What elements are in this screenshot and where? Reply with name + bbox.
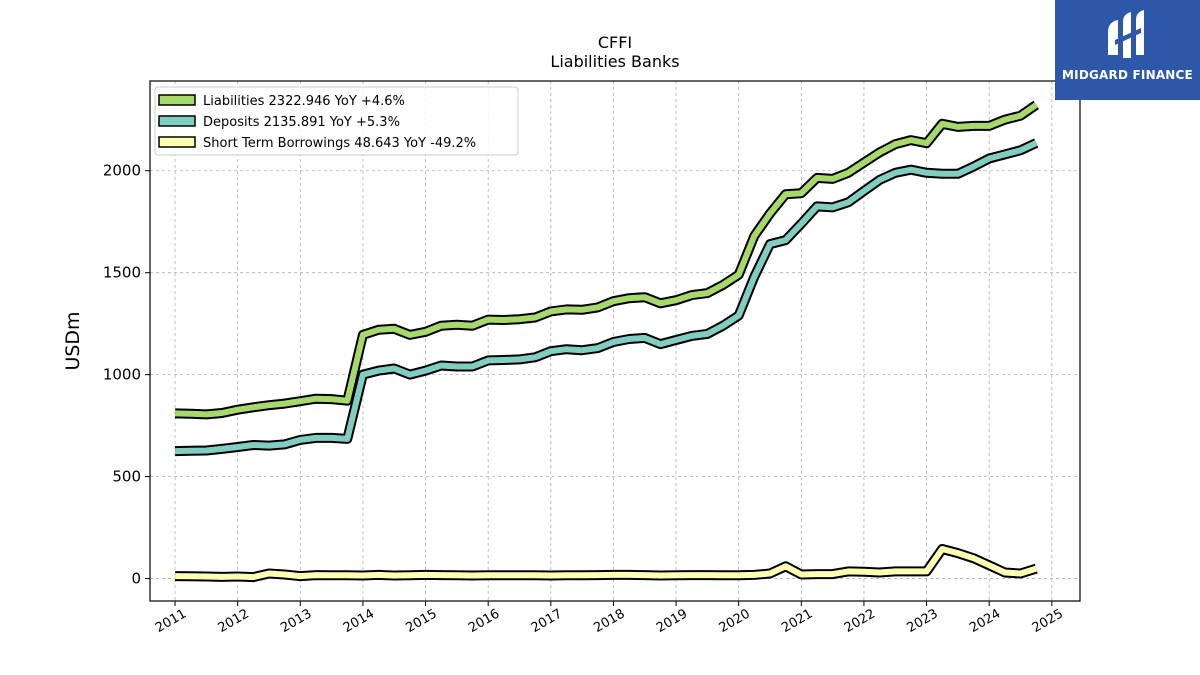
legend-swatch-liabilities — [158, 94, 196, 106]
legend: Liabilities 2322.946 YoY +4.6% Deposits 2… — [154, 86, 519, 156]
x-tick-label: 2024 — [967, 606, 1003, 636]
legend-frame — [154, 86, 519, 156]
brand-logo: MIDGARD FINANCE — [1055, 0, 1200, 100]
x-tick-label: 2018 — [591, 606, 627, 636]
x-tick-label: 2019 — [654, 606, 690, 636]
midgard-logo-icon — [1108, 10, 1144, 58]
x-tick-label: 2012 — [216, 606, 252, 636]
y-tick-label: 0 — [131, 570, 141, 588]
x-tick-label: 2014 — [341, 606, 377, 636]
x-tick-label: 2025 — [1030, 606, 1066, 636]
x-tick-label: 2021 — [779, 606, 815, 636]
y-axis: 0 500 1000 1500 2000 — [103, 162, 150, 588]
grid — [150, 81, 1080, 601]
x-tick-label: 2020 — [717, 606, 753, 636]
x-tick-label: 2016 — [466, 606, 502, 636]
legend-label-short-term-borrowings: Short Term Borrowings 48.643 YoY -49.2% — [203, 136, 476, 151]
y-axis-label: USDm — [62, 311, 84, 370]
y-tick-label: 500 — [112, 468, 141, 486]
chart-title: CFFI — [598, 33, 632, 52]
y-tick-label: 1000 — [103, 366, 141, 384]
series-lines — [174, 100, 1040, 583]
x-tick-label: 2011 — [153, 606, 189, 636]
logo-wordmark: MIDGARD FINANCE — [1062, 68, 1193, 82]
legend-swatch-deposits — [158, 115, 196, 127]
series-line-short-term-borrowings — [175, 546, 1038, 581]
legend-swatch-short-term-borrowings — [158, 136, 196, 148]
x-tick-label: 2022 — [842, 606, 878, 636]
y-tick-label: 2000 — [103, 162, 141, 180]
series-line-liabilities — [175, 102, 1038, 418]
x-tick-label: 2013 — [278, 606, 314, 636]
x-axis: 2011 2012 2013 2014 2015 2016 2017 2018 2019 2020… — [153, 601, 1066, 636]
y-tick-label: 1500 — [103, 264, 141, 282]
legend-label-liabilities: Liabilities 2322.946 YoY +4.6% — [203, 94, 405, 109]
legend-label-deposits: Deposits 2135.891 YoY +5.3% — [203, 115, 400, 130]
x-tick-label: 2017 — [529, 606, 565, 636]
x-tick-label: 2015 — [404, 606, 440, 636]
plot-area-frame — [149, 80, 1081, 602]
chart-subtitle: Liabilities Banks — [550, 52, 679, 71]
series-line-deposits — [175, 140, 1038, 455]
x-tick-label: 2023 — [905, 606, 941, 636]
